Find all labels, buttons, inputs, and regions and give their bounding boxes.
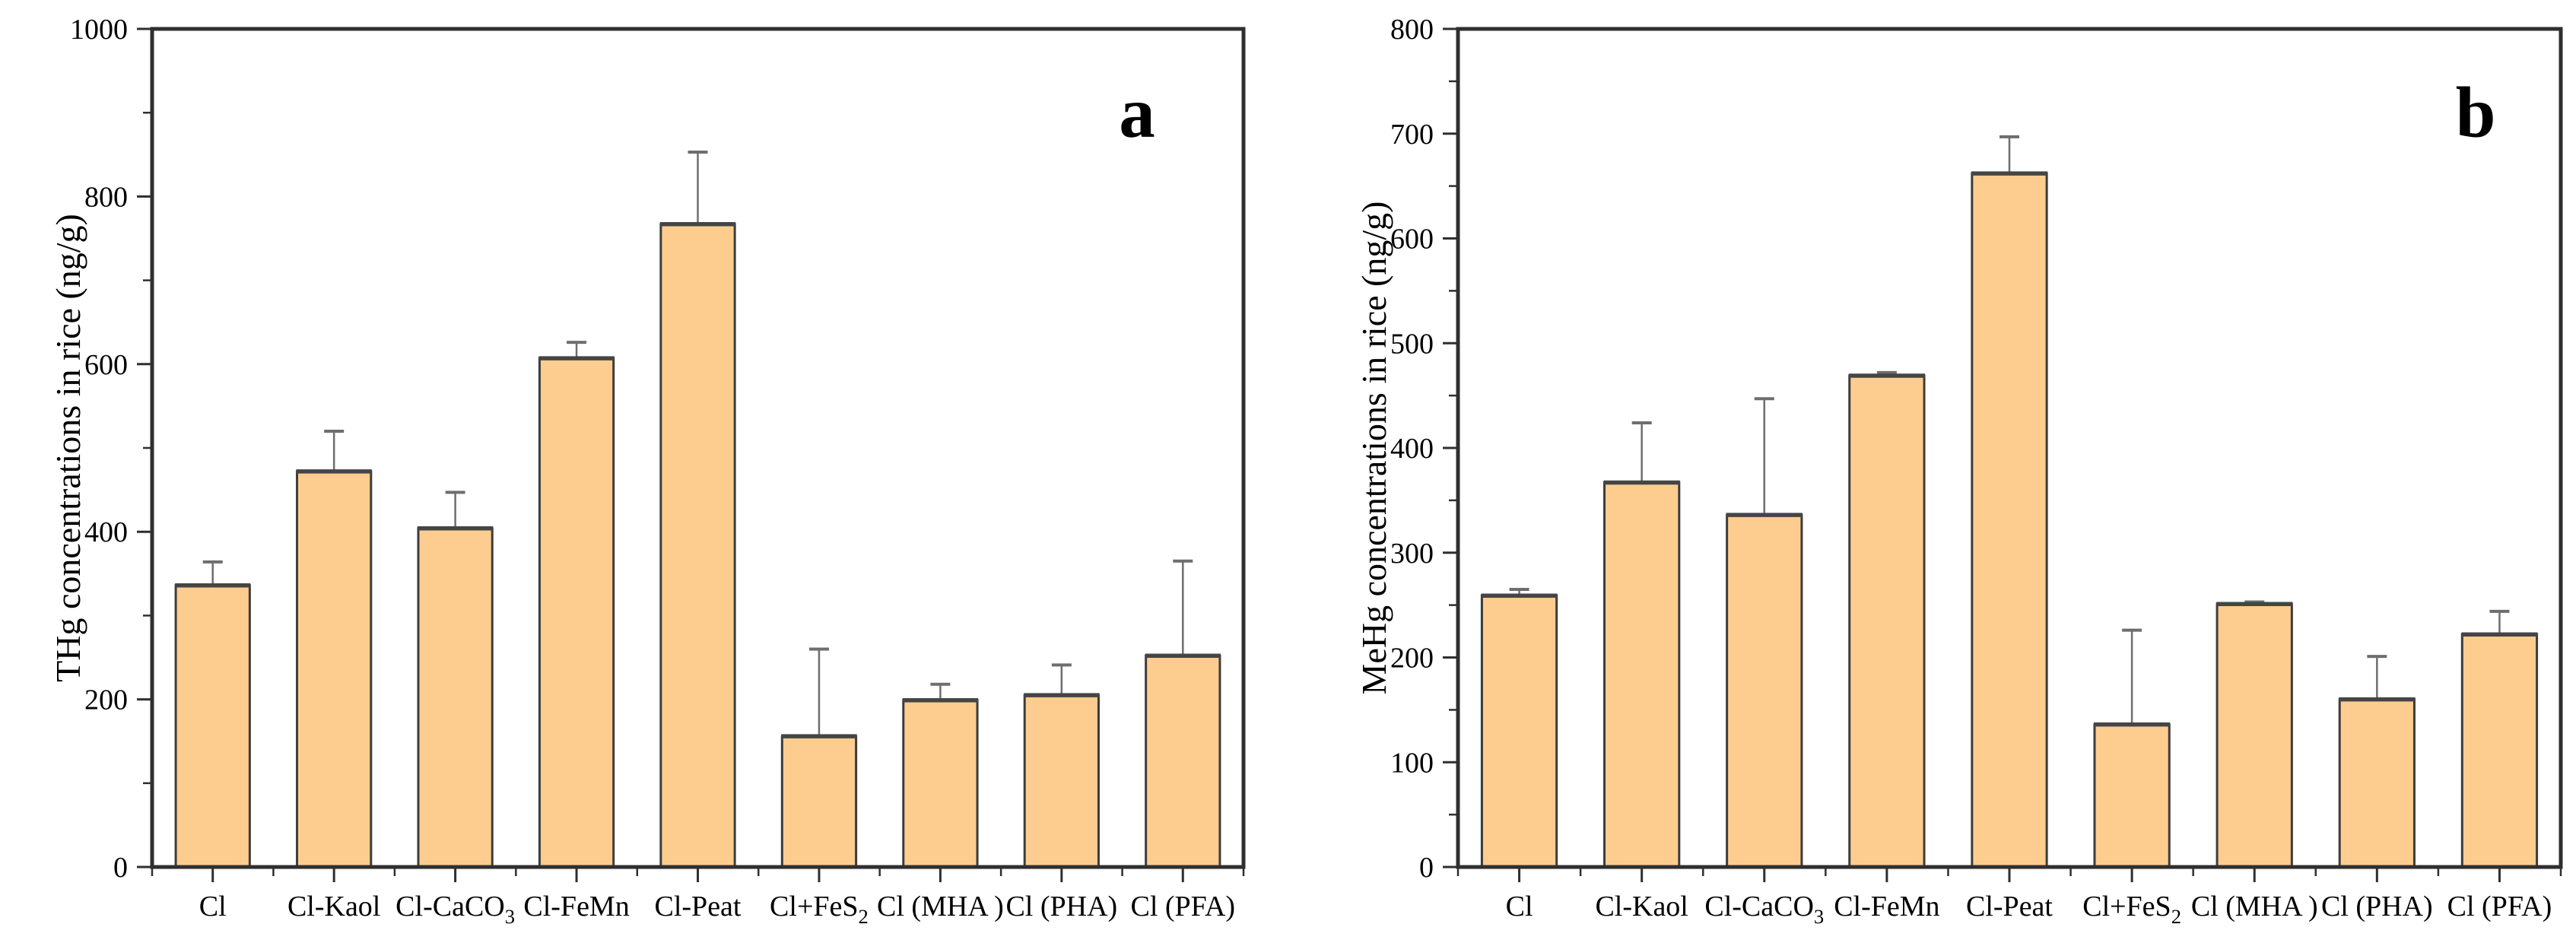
bar-1 — [174, 584, 251, 869]
x-tick-label: Cl (PHA) — [1005, 891, 1117, 923]
y-tick-label: 500 — [1390, 328, 1434, 360]
panel-b: Cl Cl-Kaol Cl-CaCO3 Cl-FeMn Cl-Peat Cl+FeS2 Cl… — [1288, 0, 2576, 940]
x-tick-label: Cl-FeMn — [1834, 891, 1939, 923]
y-tick-label: 700 — [1390, 119, 1434, 151]
axis-frame — [1456, 27, 2563, 869]
bar-8 — [1023, 694, 1100, 869]
bar-9 — [2460, 633, 2539, 869]
plot-area-b: Cl Cl-Kaol Cl-CaCO3 Cl-FeMn Cl-Peat Cl+FeS2 Cl… — [1355, 14, 2563, 928]
bar-1 — [1480, 594, 1558, 869]
x-tick-label: Cl-Peat — [1966, 891, 2053, 923]
bar-4 — [538, 357, 615, 869]
bar-7 — [2215, 602, 2293, 869]
y-tick-label: 200 — [1390, 643, 1434, 675]
bar-7 — [902, 699, 979, 869]
bar-3 — [1726, 513, 1803, 869]
y-tick-label: 200 — [84, 684, 128, 716]
bar-6 — [2093, 723, 2171, 869]
x-tick-label: Cl-CaCO3 — [395, 891, 515, 928]
x-tick-label: Cl — [1506, 891, 1533, 923]
x-tick-label: Cl (PHA) — [2321, 891, 2433, 923]
bar-4 — [1848, 374, 1926, 869]
y-tick-label: 1000 — [70, 14, 128, 46]
bar-5 — [659, 223, 736, 869]
panel-letter-b: b — [2456, 72, 2496, 153]
bar-9 — [1145, 654, 1221, 869]
y-axis-label: THg concentrations in rice (ng/g) — [49, 214, 87, 682]
x-tick-label: Cl-FeMn — [523, 891, 629, 923]
y-tick-label: 0 — [113, 852, 128, 884]
bar-2 — [1603, 481, 1681, 869]
y-tick-label: 0 — [1419, 852, 1434, 884]
panel-a: Cl Cl-Kaol Cl-CaCO3 Cl-FeMn Cl-Peat Cl+FeS2 Cl… — [49, 14, 1246, 928]
bar-2 — [296, 470, 373, 869]
y-tick-label: 800 — [84, 181, 128, 213]
y-tick-label: 100 — [1390, 747, 1434, 779]
x-tick-label: Cl (PFA) — [1130, 891, 1235, 923]
x-tick-label: Cl+FeS2 — [2082, 891, 2181, 928]
bar-3 — [417, 527, 494, 869]
y-tick-label: 300 — [1390, 538, 1434, 570]
y-axis-label: MeHg concentrations in rice (ng/g) — [1355, 202, 1393, 695]
axis-frame — [150, 27, 1246, 869]
x-tick-label: Cl — [199, 891, 227, 923]
y-tick-label: 400 — [1390, 433, 1434, 465]
chart-a: Cl Cl-Kaol Cl-CaCO3 Cl-FeMn Cl-Peat Cl+FeS2 Cl… — [49, 14, 1246, 928]
x-tick-label: Cl-Peat — [655, 891, 742, 923]
x-tick-label: Cl-Kaol — [1595, 891, 1688, 923]
y-tick-label: 800 — [1390, 14, 1434, 46]
plot-area-a: Cl Cl-Kaol Cl-CaCO3 Cl-FeMn Cl-Peat Cl+FeS2 Cl… — [49, 14, 1246, 928]
y-tick-label: 600 — [84, 349, 128, 381]
y-tick-label: 600 — [1390, 224, 1434, 256]
bar-6 — [780, 735, 858, 869]
bar-8 — [2338, 698, 2416, 869]
panel-letter-a: a — [1119, 72, 1155, 153]
bar-5 — [1971, 172, 2048, 869]
x-tick-label: Cl-Kaol — [287, 891, 380, 923]
chart-b: Cl Cl-Kaol Cl-CaCO3 Cl-FeMn Cl-Peat Cl+FeS2 Cl… — [1355, 14, 2563, 928]
x-tick-label: Cl+FeS2 — [770, 891, 869, 928]
x-tick-label: Cl (MHA ) — [2191, 891, 2318, 923]
x-tick-label: Cl-CaCO3 — [1704, 891, 1824, 928]
x-tick-label: Cl (PFA) — [2447, 891, 2552, 923]
y-tick-label: 400 — [84, 516, 128, 548]
x-tick-label: Cl (MHA ) — [877, 891, 1004, 923]
